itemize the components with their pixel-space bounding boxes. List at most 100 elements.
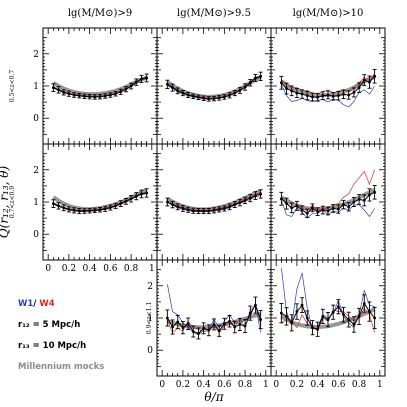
data-point <box>279 311 283 315</box>
x-tick-label: 0.2 <box>62 264 76 274</box>
data-point <box>72 93 76 97</box>
data-point <box>347 93 351 97</box>
data-point <box>98 208 102 212</box>
data-point <box>134 80 138 84</box>
panel-r1c2 <box>270 143 386 261</box>
panel-r1c0: 0 1 2 0 0.2 0.4 0.6 0.8 1 <box>33 143 158 274</box>
data-point <box>233 203 237 206</box>
data-point <box>140 192 143 196</box>
data-point <box>357 198 361 201</box>
data-point <box>368 80 371 84</box>
data-point <box>145 191 149 195</box>
data-point <box>254 303 257 307</box>
y-tick-label: 0 <box>33 230 39 240</box>
data-point <box>285 314 288 318</box>
data-point <box>321 94 325 98</box>
panel-r0c0: 0 1 2 <box>33 27 158 145</box>
x-tick-label: 0.4 <box>310 380 325 390</box>
data-point <box>321 208 325 212</box>
data-point <box>140 77 143 81</box>
x-tick-label: 0.4 <box>82 264 97 274</box>
data-point <box>207 328 211 332</box>
data-point <box>77 94 81 98</box>
data-point <box>134 194 138 198</box>
data-point <box>197 332 200 335</box>
data-point <box>238 89 242 92</box>
data-point <box>222 95 226 99</box>
y-tick-label: 1 <box>33 198 39 208</box>
y-tick-label: 0 <box>33 114 39 124</box>
data-point <box>93 95 97 99</box>
data-point <box>51 202 55 206</box>
data-point <box>145 76 149 80</box>
data-point <box>98 95 102 99</box>
data-point <box>300 303 304 307</box>
data-point <box>279 197 283 201</box>
data-point <box>222 207 226 210</box>
data-point <box>362 78 366 82</box>
x-tick-label: 0.2 <box>290 380 304 390</box>
y-tick-label: 1 <box>33 82 39 92</box>
data-point <box>67 208 71 211</box>
data-point <box>217 208 221 211</box>
data-point <box>295 204 299 208</box>
data-point <box>290 89 294 93</box>
data-point <box>228 319 231 323</box>
x-tick-label: 1 <box>149 264 155 274</box>
data-point <box>186 208 190 212</box>
x-tick-label: 0.6 <box>217 380 232 390</box>
data-point <box>191 330 195 333</box>
data-point <box>124 199 128 203</box>
legend-w1: W1 <box>18 299 33 309</box>
x-tick-label: 0.6 <box>331 380 346 390</box>
data-point <box>62 91 66 94</box>
data-point <box>62 206 66 210</box>
x-tick-label: 0.8 <box>238 380 253 390</box>
data-point <box>176 320 180 324</box>
data-point <box>108 206 112 209</box>
panel-r1c1 <box>156 143 272 261</box>
y-tick-label: 2 <box>147 282 153 292</box>
x-tick-label: 0.6 <box>103 264 118 274</box>
legend-r12: r₁₂ = 5 Mpc/h <box>18 320 80 330</box>
data-point <box>171 203 174 206</box>
data-point <box>176 89 180 93</box>
data-point <box>228 93 231 97</box>
y-tick-label: 2 <box>33 50 39 60</box>
data-point <box>119 202 123 206</box>
data-point <box>336 207 340 211</box>
data-point <box>124 87 128 91</box>
data-point <box>321 314 325 318</box>
data-point <box>212 323 216 326</box>
data-point <box>305 94 309 98</box>
data-point <box>181 91 185 95</box>
data-point <box>191 209 195 213</box>
data-point <box>300 92 304 96</box>
data-point <box>57 204 60 208</box>
data-point <box>217 96 221 100</box>
column-title-mass-10: lg(M/M⊙)>10 <box>293 8 364 19</box>
data-point <box>342 203 345 206</box>
data-point <box>326 209 330 213</box>
data-point <box>352 323 356 326</box>
data-point <box>373 190 377 194</box>
data-point <box>51 86 55 90</box>
x-tick-label: 1 <box>263 380 269 390</box>
data-point <box>202 326 206 330</box>
data-point <box>311 326 314 330</box>
data-point <box>243 198 247 202</box>
data-point <box>171 86 174 90</box>
data-point <box>238 201 242 205</box>
y-tick-label: 2 <box>33 166 39 176</box>
data-point <box>57 88 60 92</box>
legend: W1/W4 r₁₂ = 5 Mpc/h r₁₃ = 10 Mpc/h Mille… <box>18 299 104 372</box>
y-tick-label: 0 <box>147 346 153 356</box>
data-point <box>83 94 86 98</box>
data-point <box>326 318 330 322</box>
data-point <box>207 209 211 213</box>
data-point <box>357 314 361 318</box>
data-point <box>108 93 112 97</box>
data-point <box>331 207 335 210</box>
